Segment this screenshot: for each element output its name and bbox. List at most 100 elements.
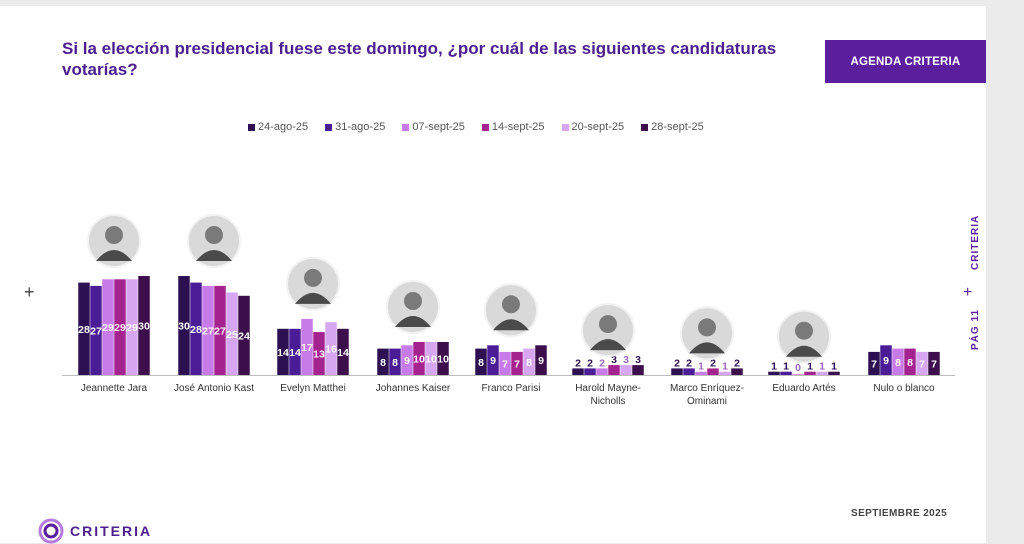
plus-icon: + — [24, 282, 35, 302]
bar — [719, 371, 731, 375]
legend-swatch — [248, 123, 255, 131]
bar — [535, 345, 547, 375]
legend-label: 07-sept-25 — [412, 121, 465, 133]
bar — [289, 328, 301, 375]
data-label: 27 — [202, 325, 214, 337]
bar — [695, 371, 707, 375]
data-label: 10 — [437, 354, 449, 366]
bar — [475, 348, 487, 375]
data-label: 1 — [831, 361, 837, 373]
legend-item: 14-sept-25 — [481, 121, 545, 133]
data-label: 3 — [611, 354, 617, 366]
data-label: 9 — [538, 355, 544, 367]
data-label: 3 — [623, 354, 629, 366]
candidate-avatar — [777, 309, 831, 364]
data-label: 10 — [413, 354, 425, 366]
data-label: 14 — [289, 347, 301, 359]
bar — [792, 374, 804, 375]
data-label: 30 — [138, 321, 150, 333]
avatar-body — [493, 319, 529, 331]
bar — [584, 368, 596, 375]
bar — [114, 279, 126, 375]
avatar-body — [295, 292, 331, 304]
candidate-avatar — [680, 306, 734, 361]
data-label: 29 — [126, 322, 138, 334]
data-label: 1 — [807, 361, 813, 373]
bar — [413, 342, 425, 375]
category-label: Eduardo Artés — [772, 383, 835, 394]
bar — [389, 348, 401, 375]
data-label: 10 — [425, 354, 437, 366]
bar — [916, 351, 928, 375]
bar — [487, 345, 499, 375]
category-label: Ominami — [687, 396, 727, 407]
bar — [190, 282, 202, 375]
bar — [880, 345, 892, 375]
data-label: 9 — [404, 355, 410, 367]
bar — [90, 285, 102, 375]
bar — [596, 368, 608, 375]
data-label: 3 — [635, 354, 641, 366]
bar — [780, 371, 792, 375]
data-label: 8 — [895, 357, 901, 369]
footer-date: SEPTIEMBRE 2025 — [851, 508, 948, 519]
chart-legend: 24-ago-25 31-ago-25 07-sept-25 14-sept-25 20… — [248, 121, 704, 133]
slide — [0, 6, 986, 543]
data-label: 14 — [277, 347, 289, 359]
criteria-logo-icon — [38, 518, 64, 544]
bar — [731, 368, 743, 375]
bar — [78, 282, 90, 375]
category-label: Harold Mayne- — [575, 383, 641, 394]
data-label: 1 — [819, 361, 825, 373]
data-label: 30 — [178, 321, 190, 333]
avatar-head — [205, 226, 223, 244]
page-title: Si la elección presidencial fuese este d… — [62, 39, 777, 79]
avatar-head — [502, 295, 520, 314]
data-label: 0 — [795, 362, 801, 374]
data-label: 1 — [698, 361, 704, 373]
avatar-body — [689, 342, 725, 354]
bar — [437, 342, 449, 375]
category-label: Nicholls — [590, 396, 625, 407]
data-label: 7 — [931, 358, 937, 370]
bar — [301, 318, 313, 375]
legend-item: 31-ago-25 — [325, 121, 385, 133]
agenda-criteria-button[interactable]: AGENDA CRITERIA — [825, 40, 986, 83]
candidate-avatar — [286, 256, 340, 311]
category-label: Franco Parisi — [482, 383, 541, 394]
bar — [313, 332, 325, 375]
bar — [377, 348, 389, 375]
legend-item: 20-sept-25 — [561, 121, 624, 133]
avatar-body — [96, 250, 132, 261]
criteria-logo: CRITERIA — [38, 518, 152, 544]
data-label: 29 — [102, 322, 114, 334]
bar — [277, 328, 289, 375]
data-label: 8 — [907, 357, 913, 369]
legend-swatch — [641, 123, 649, 131]
bar — [572, 368, 584, 375]
logo-text: CRITERIA — [70, 523, 153, 539]
bar — [425, 342, 437, 375]
bar — [401, 345, 413, 375]
category-label: José Antonio Kast — [174, 383, 254, 394]
bar — [683, 368, 695, 375]
bar — [928, 351, 940, 375]
avatar-body — [196, 250, 232, 261]
bar — [632, 365, 644, 375]
avatar-head — [795, 321, 813, 340]
data-label: 27 — [214, 325, 226, 337]
legend-label: 24-ago-25 — [258, 121, 309, 133]
legend-label: 28-sept-25 — [651, 121, 704, 133]
data-label: 2 — [587, 357, 593, 369]
bar — [102, 279, 114, 375]
legend-item: 24-ago-25 — [248, 121, 308, 133]
data-label: 25 — [226, 329, 238, 341]
candidate-avatar — [87, 214, 141, 268]
bar — [608, 365, 620, 375]
data-label: 7 — [871, 358, 877, 370]
bar — [868, 351, 880, 375]
side-rail: CRITERIA + PÁG 11 — [958, 210, 982, 370]
bar — [523, 348, 535, 375]
category-label: Nulo o blanco — [873, 383, 935, 394]
